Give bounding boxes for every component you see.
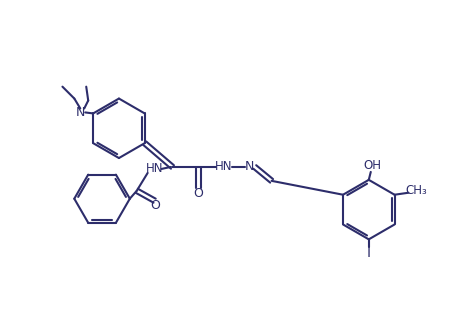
Text: N: N [76, 106, 85, 119]
Text: HN: HN [146, 162, 163, 175]
Text: I: I [367, 246, 371, 260]
Text: N: N [245, 160, 254, 173]
Text: OH: OH [364, 159, 382, 172]
Text: O: O [151, 199, 161, 212]
Text: HN: HN [215, 160, 233, 173]
Text: O: O [193, 187, 203, 200]
Text: CH₃: CH₃ [405, 184, 427, 197]
